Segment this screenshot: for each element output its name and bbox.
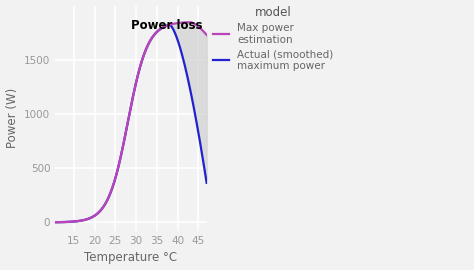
Legend: Max power
estimation, Actual (smoothed)
maximum power: Max power estimation, Actual (smoothed) … — [213, 6, 334, 71]
Text: Power loss: Power loss — [131, 19, 203, 32]
X-axis label: Temperature °C: Temperature °C — [84, 251, 177, 264]
Y-axis label: Power (W): Power (W) — [6, 88, 18, 148]
